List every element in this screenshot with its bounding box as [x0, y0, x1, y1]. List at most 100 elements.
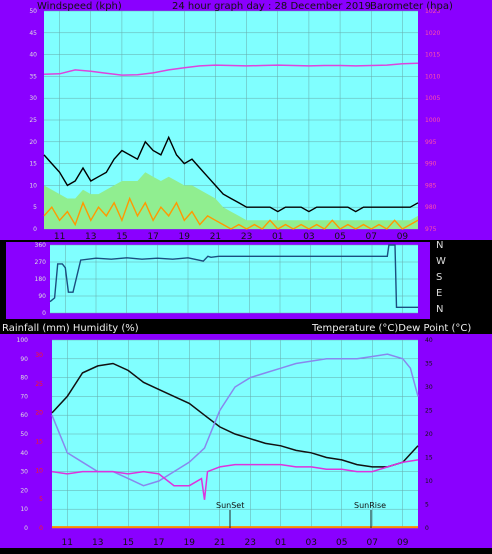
windspeed-tick: 45: [29, 30, 37, 37]
x-tick: 19: [184, 538, 196, 548]
windspeed-tick: 0: [33, 226, 37, 233]
compass-label: S: [436, 272, 442, 283]
temperature-tick: 15: [425, 455, 433, 462]
temperature-tick: 25: [425, 408, 433, 415]
barometer-tick: 1020: [425, 30, 440, 37]
rainfall-ticks: 0 5 10 15 20 25 30: [35, 352, 43, 532]
humidity-tick: 30: [20, 469, 28, 476]
rainfall-tick: 25: [35, 381, 43, 388]
compass-label: W: [436, 256, 446, 267]
x-tick: 17: [147, 232, 158, 242]
wind-series: [43, 62, 419, 230]
direction-tick: 180: [35, 276, 47, 283]
temperature-tick: 0: [425, 525, 429, 532]
series-temperature: [51, 362, 419, 468]
rainfall-tick: 5: [39, 496, 43, 503]
wind-direction-line: [49, 244, 418, 308]
windspeed-tick: 5: [33, 204, 37, 211]
humidity-tick: 80: [20, 375, 28, 382]
barometer-tick: 990: [425, 161, 437, 168]
x-tick: 19: [179, 232, 191, 242]
humidity-tick: 40: [20, 450, 28, 457]
x-tick: 17: [153, 538, 164, 548]
x-tick: 09: [397, 232, 409, 242]
barometer-tick: 975: [425, 226, 437, 233]
x-tick: 05: [334, 232, 345, 242]
temperature-dewpoint-label: Temperature (°C)Dew Point (°C): [311, 323, 471, 334]
barometer-tick: 1005: [425, 95, 440, 102]
direction-ticks: 0 90 180 270 360: [35, 242, 47, 317]
temperature-tick: 35: [425, 361, 433, 368]
x-tick: 07: [367, 538, 378, 548]
temperature-ticks: 0 5 10 15 20 25 30 35 40: [425, 337, 433, 532]
humidity-tick: 10: [20, 506, 28, 513]
barometer-tick: 1010: [425, 73, 440, 80]
windspeed-tick: 40: [29, 52, 37, 59]
barometer-tick: 1000: [425, 117, 440, 124]
x-tick: 01: [275, 538, 286, 548]
temperature-tick: 20: [425, 431, 433, 438]
barometer-ticks: 975 980 985 990 995 1000 1005 1010 1015 1020 1025: [425, 8, 440, 233]
sunset-label: SunSet: [216, 501, 244, 510]
x-tick: 15: [123, 538, 134, 548]
series-humidity: [51, 353, 419, 487]
x-tick: 15: [116, 232, 127, 242]
barometer-tick: 1025: [425, 8, 440, 15]
windspeed-tick: 50: [29, 8, 37, 15]
barometer-tick: 985: [425, 182, 437, 189]
barometer-tick: 995: [425, 139, 437, 146]
x-tick: 21: [210, 232, 221, 242]
rainfall-tick: 20: [35, 410, 43, 417]
series-line: [43, 196, 419, 230]
windspeed-tick: 10: [29, 182, 37, 189]
windspeed-ticks: 0 5 10 15 20 25 30 35 40 45 50: [29, 8, 37, 233]
wind-x-ticks: 11 13 15 17 19 21 23 01 03 05 07 09: [54, 232, 409, 242]
humidity-tick: 20: [20, 487, 28, 494]
humidity-tick: 60: [20, 412, 28, 419]
x-tick: 23: [241, 232, 252, 242]
humidity-tick: 70: [20, 393, 28, 400]
wind-grid: [44, 10, 418, 230]
barometer-tick: 1015: [425, 52, 440, 59]
windspeed-tick: 15: [29, 161, 37, 168]
temp-x-ticks: 11 13 15 17 19 21 23 01 03 05 07 09: [62, 538, 409, 548]
direction-tick: 360: [35, 242, 47, 249]
direction-tick: 270: [35, 259, 47, 266]
rainfall-tick: 30: [35, 352, 43, 359]
compass-label: N: [436, 240, 443, 251]
direction-tick: 0: [42, 310, 46, 317]
humidity-tick: 50: [20, 431, 28, 438]
x-tick: 03: [306, 538, 317, 548]
barometer-label: Barometer (hpa): [370, 1, 453, 12]
temperature-tick: 30: [425, 384, 433, 391]
x-tick: 13: [85, 232, 96, 242]
sunrise-label: SunRise: [354, 501, 386, 510]
chart-title: 24 hour graph day : 28 December 2019: [172, 1, 371, 12]
x-tick: 13: [92, 538, 103, 548]
rainfall-tick: 0: [39, 525, 43, 532]
x-tick: 11: [54, 232, 65, 242]
rainfall-tick: 15: [35, 439, 43, 446]
temp-series: [51, 353, 419, 529]
temperature-tick: 5: [425, 502, 429, 509]
temp-header-bg: [0, 320, 492, 334]
windspeed-tick: 35: [29, 73, 37, 80]
compass-label: N: [436, 304, 443, 315]
direction-tick: 90: [38, 293, 46, 300]
x-tick: 11: [62, 538, 73, 548]
compass-label: E: [436, 288, 442, 299]
humidity-tick: 100: [17, 337, 29, 344]
humidity-ticks: 0 10 20 30 40 50 60 70 80 90 100: [17, 337, 29, 532]
x-tick: 01: [272, 232, 283, 242]
x-tick: 03: [303, 232, 314, 242]
windspeed-tick: 25: [29, 117, 37, 124]
x-tick: 21: [214, 538, 225, 548]
barometer-tick: 980: [425, 204, 437, 211]
windspeed-tick: 30: [29, 95, 37, 102]
x-tick: 07: [366, 232, 377, 242]
series-line: [43, 135, 419, 213]
x-tick: 09: [397, 538, 409, 548]
humidity-tick: 0: [24, 525, 28, 532]
